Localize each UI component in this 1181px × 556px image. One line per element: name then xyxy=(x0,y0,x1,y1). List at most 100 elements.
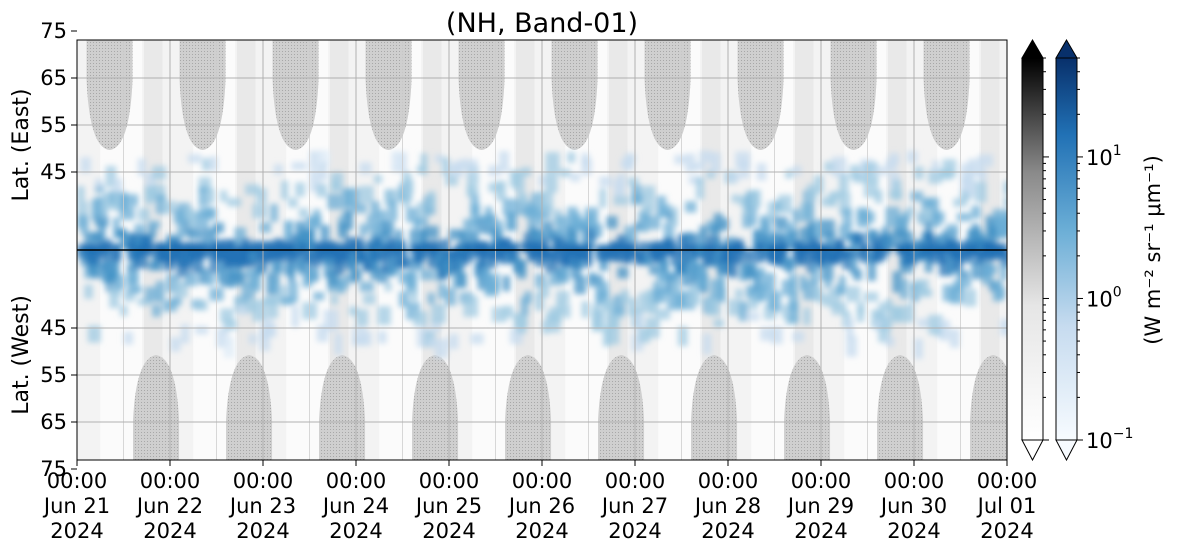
radiance-cell xyxy=(928,169,942,184)
radiance-cell xyxy=(924,231,934,242)
radiance-cell xyxy=(123,194,139,207)
radiance-cell xyxy=(738,160,750,179)
radiance-cell xyxy=(137,158,146,177)
radiance-cell xyxy=(477,252,486,274)
radiance-cell xyxy=(914,166,924,180)
radiance-cell xyxy=(105,165,117,188)
radiance-cell xyxy=(495,220,504,233)
radiance-cell xyxy=(931,211,945,223)
radiance-cell xyxy=(338,222,348,239)
radiance-cell xyxy=(155,280,165,303)
radiance-cell xyxy=(996,287,1006,299)
radiance-cell xyxy=(445,288,457,306)
radiance-cell xyxy=(939,319,951,341)
radiance-cell xyxy=(345,188,360,207)
radiance-cell xyxy=(137,208,150,222)
radiance-cell xyxy=(499,151,509,173)
radiance-cell xyxy=(298,255,311,276)
colorbar-gray xyxy=(1021,39,1044,462)
radiance-cell xyxy=(846,286,861,302)
colorbar-blue xyxy=(1055,39,1078,462)
radiance-cell xyxy=(556,290,570,304)
radiance-cell xyxy=(134,285,142,294)
radiance-cell xyxy=(799,243,812,253)
radiance-cell xyxy=(888,152,900,165)
radiance-cell xyxy=(452,160,464,178)
radiance-cell xyxy=(914,338,924,359)
y-tick-label: 65 xyxy=(40,66,67,90)
radiance-cell xyxy=(184,273,198,287)
radiance-cell xyxy=(838,225,851,240)
radiance-cell xyxy=(109,293,120,309)
radiance-cell xyxy=(964,289,977,307)
radiance-cell xyxy=(677,326,688,347)
radiance-cell xyxy=(416,217,428,226)
radiance-cell xyxy=(745,312,760,321)
radiance-cell xyxy=(277,285,288,304)
radiance-cell xyxy=(295,182,305,197)
radiance-cell xyxy=(173,282,188,298)
radiance-cell xyxy=(692,162,706,171)
radiance-cell xyxy=(316,150,331,166)
radiance-cell xyxy=(280,180,289,200)
radiance-cell xyxy=(152,166,167,180)
radiance-cell xyxy=(373,174,383,184)
radiance-cell xyxy=(871,243,881,261)
radiance-cell xyxy=(842,247,853,257)
radiance-cell xyxy=(94,184,105,193)
radiance-cell xyxy=(513,171,525,192)
radiance-cell xyxy=(892,271,902,293)
radiance-cell xyxy=(484,284,498,297)
no-data-lobe xyxy=(505,355,552,460)
radiance-cell xyxy=(384,243,394,259)
radiance-cell xyxy=(420,153,428,175)
radiance-cell xyxy=(352,268,362,282)
radiance-cell xyxy=(874,190,883,204)
radiance-cell xyxy=(717,262,732,275)
y-tick-label: 55 xyxy=(40,363,67,387)
radiance-cell xyxy=(502,275,511,292)
radiance-cell xyxy=(434,154,444,163)
radiance-cell xyxy=(481,266,489,281)
radiance-cell xyxy=(906,303,914,323)
radiance-cell xyxy=(770,291,782,312)
radiance-cell xyxy=(502,240,510,255)
radiance-cell xyxy=(753,271,762,291)
radiance-cell xyxy=(699,274,708,290)
radiance-cell xyxy=(123,331,134,345)
radiance-cell xyxy=(373,237,382,248)
radiance-cell xyxy=(838,174,849,195)
radiance-cell xyxy=(617,266,629,279)
radiance-cell xyxy=(116,228,127,237)
radiance-cell xyxy=(223,319,237,331)
y-tick-label: 75 xyxy=(40,19,67,43)
x-tick-label: 00:00 Jun 30 2024 xyxy=(879,469,947,543)
radiance-cell xyxy=(567,228,577,243)
radiance-cell xyxy=(542,320,551,334)
radiance-cell xyxy=(402,190,411,208)
radiance-cell xyxy=(316,324,329,342)
radiance-cell xyxy=(127,274,138,295)
radiance-cell xyxy=(838,275,846,295)
radiance-cell xyxy=(849,248,861,260)
no-data-lobe xyxy=(86,40,133,150)
radiance-cell xyxy=(853,173,867,183)
radiance-cell xyxy=(98,222,106,241)
radiance-cell xyxy=(670,207,679,227)
radiance-cell xyxy=(538,174,547,187)
radiance-cell xyxy=(638,211,649,232)
x-tick-label: 00:00 Jul 01 2024 xyxy=(976,469,1038,543)
radiance-cell xyxy=(144,286,158,302)
colorbar-label: (W m⁻² sr⁻¹ μm⁻¹) xyxy=(1141,155,1165,345)
radiance-cell xyxy=(91,263,104,279)
no-data-lobe xyxy=(272,40,319,150)
radiance-cell xyxy=(409,288,418,302)
radiance-cell xyxy=(377,267,389,284)
radiance-cell xyxy=(94,178,103,188)
radiance-cell xyxy=(946,224,959,234)
radiance-cell xyxy=(466,165,479,186)
radiance-cell xyxy=(939,243,947,265)
radiance-cell xyxy=(155,194,166,215)
radiance-cell xyxy=(198,186,209,206)
